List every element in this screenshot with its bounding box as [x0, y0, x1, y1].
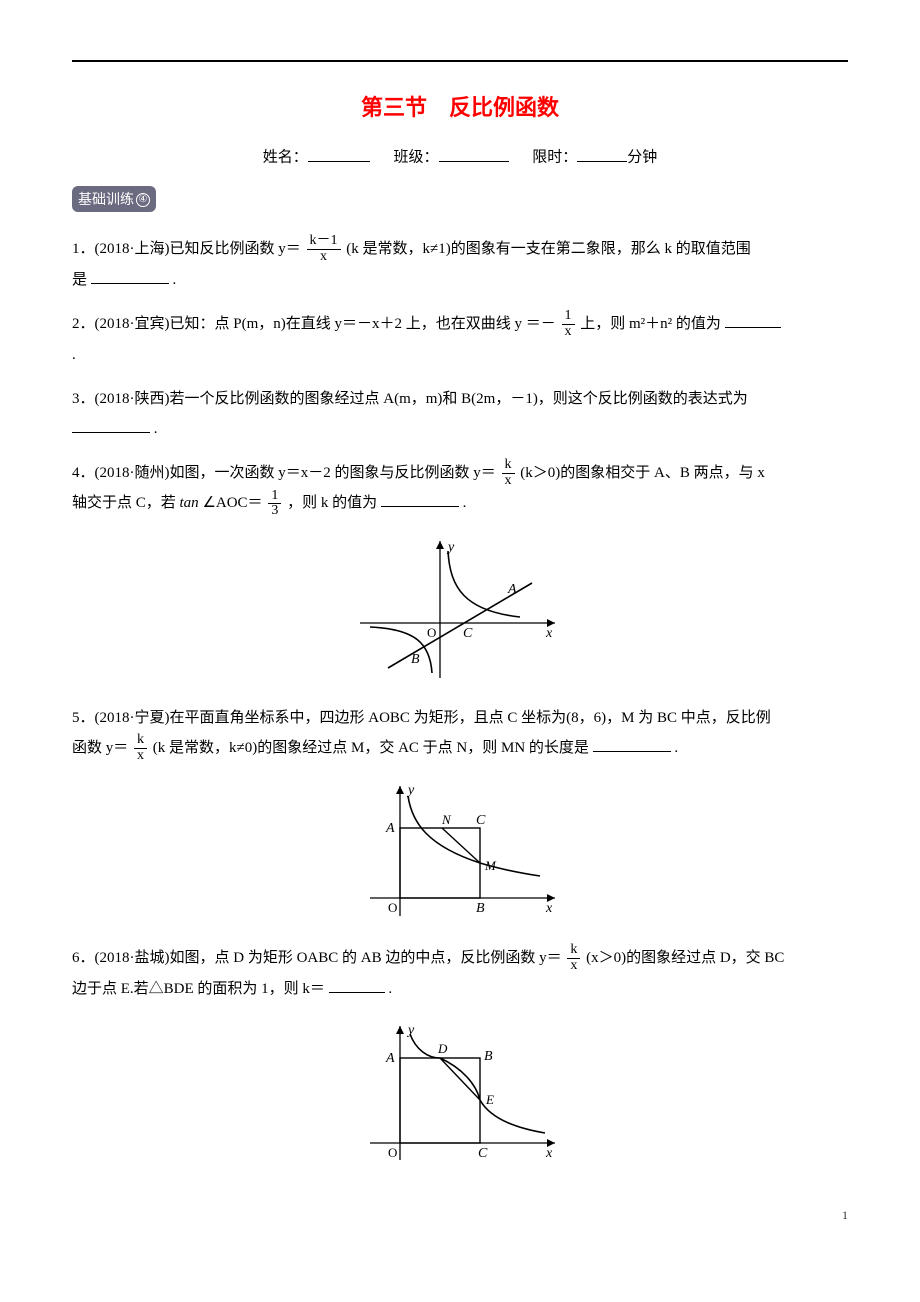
page-title: 第三节 反比例函数 [72, 90, 848, 125]
figure-6: A D B E C O x y [72, 1018, 848, 1176]
q1-b: (k 是常数，k≠1)的图象有一支在第二象限，那么 k 的取值范围 [346, 241, 750, 257]
q6-a: 6．(2018·盐城)如图，点 D 为矩形 OABC 的 AB 边的中点，反比例… [72, 950, 562, 966]
top-rule [72, 60, 848, 62]
q6-d: . [388, 981, 392, 997]
q4-d: ，则 k 的值为 [287, 495, 377, 511]
tag-badge: ④ [136, 193, 150, 207]
q6-c: 边于点 E.若△BDE 的面积为 1，则 k＝ [72, 981, 325, 997]
svg-text:O: O [427, 625, 436, 640]
time-blank[interactable] [577, 145, 627, 162]
class-blank[interactable] [439, 145, 509, 162]
question-2: 2．(2018·宜宾)已知：点 P(m，n)在直线 y＝－x＋2 上，也在双曲线… [72, 309, 848, 370]
q2-frac: 1 x [562, 309, 575, 339]
svg-text:E: E [485, 1092, 494, 1107]
svg-text:B: B [411, 652, 420, 667]
svg-text:x: x [545, 901, 553, 916]
question-5: 5．(2018·宁夏)在平面直角坐标系中，四边形 AOBC 为矩形，且点 C 坐… [72, 703, 848, 764]
q1-frac: k－1 x [307, 234, 341, 264]
q5-a: 5．(2018·宁夏)在平面直角坐标系中，四边形 AOBC 为矩形，且点 C 坐… [72, 710, 771, 726]
svg-text:A: A [385, 1051, 395, 1066]
q4-angle: ∠AOC＝ [202, 495, 262, 511]
question-3: 3．(2018·陕西)若一个反比例函数的图象经过点 A(m，m)和 B(2m，－… [72, 384, 848, 444]
svg-text:N: N [441, 812, 452, 827]
q4-tan: tan [180, 495, 199, 511]
q5-blank[interactable] [593, 736, 671, 753]
form-row: 姓名： 班级： 限时： 分钟 [72, 145, 848, 170]
svg-text:C: C [478, 1146, 488, 1161]
class-label: 班级： [393, 150, 438, 166]
q4-e: . [463, 495, 467, 511]
svg-text:x: x [545, 1146, 553, 1161]
name-label: 姓名： [263, 150, 308, 166]
time-label: 限时： [532, 150, 577, 166]
page-number: 1 [72, 1206, 848, 1225]
q1-a: 1．(2018·上海)已知反比例函数 y＝ [72, 241, 301, 257]
q2-b: 上，则 m²＋n² 的值为 [580, 316, 724, 332]
question-1: 1．(2018·上海)已知反比例函数 y＝ k－1 x (k 是常数，k≠1)的… [72, 234, 848, 295]
q6-b: (x＞0)的图象经过点 D，交 BC [586, 950, 784, 966]
q4-frac2: 1 3 [268, 489, 281, 519]
q4-a: 4．(2018·随州)如图，一次函数 y＝x－2 的图象与反比例函数 y＝ [72, 465, 496, 481]
svg-text:x: x [545, 626, 553, 641]
svg-text:y: y [446, 540, 455, 555]
q5-d: . [674, 740, 678, 756]
q4-b: (k＞0)的图象相交于 A、B 两点，与 x [520, 465, 765, 481]
q1-blank[interactable] [91, 267, 169, 284]
q3-blank[interactable] [72, 416, 150, 433]
q5-frac: k x [134, 733, 147, 763]
q2-c: . [72, 347, 76, 363]
q6-blank[interactable] [329, 976, 385, 993]
figure-5: A N C M B O x y [72, 778, 848, 931]
svg-text:C: C [476, 813, 486, 828]
q4-frac1: k x [502, 458, 515, 488]
q2-blank[interactable] [725, 311, 781, 328]
q2-a: 2．(2018·宜宾)已知：点 P(m，n)在直线 y＝－x＋2 上，也在双曲线… [72, 316, 556, 332]
q1-c: 是 [72, 272, 87, 288]
q1-d: . [173, 272, 177, 288]
q6-frac: k x [567, 943, 580, 973]
svg-text:y: y [406, 783, 415, 798]
q3-b: . [154, 421, 158, 437]
svg-text:B: B [476, 901, 485, 916]
svg-text:M: M [484, 858, 497, 873]
svg-text:C: C [463, 626, 473, 641]
question-4: 4．(2018·随州)如图，一次函数 y＝x－2 的图象与反比例函数 y＝ k … [72, 458, 848, 520]
section-tag: 基础训练④ [72, 186, 848, 222]
q5-b: 函数 y＝ [72, 740, 128, 756]
svg-text:O: O [388, 1145, 397, 1160]
svg-text:y: y [406, 1023, 415, 1038]
svg-text:D: D [437, 1041, 448, 1056]
name-blank[interactable] [308, 145, 370, 162]
time-unit: 分钟 [627, 150, 657, 166]
tag-label: 基础训练 [78, 191, 134, 207]
svg-text:A: A [507, 582, 517, 597]
q4-c: 轴交于点 C，若 [72, 495, 180, 511]
question-6: 6．(2018·盐城)如图，点 D 为矩形 OABC 的 AB 边的中点，反比例… [72, 943, 848, 1004]
q5-c: (k 是常数，k≠0)的图象经过点 M，交 AC 于点 N，则 MN 的长度是 [153, 740, 589, 756]
svg-text:B: B [484, 1049, 493, 1064]
q4-blank[interactable] [381, 491, 459, 508]
figure-4: A B O C x y [72, 533, 848, 691]
svg-text:A: A [385, 821, 395, 836]
q3-a: 3．(2018·陕西)若一个反比例函数的图象经过点 A(m，m)和 B(2m，－… [72, 391, 748, 407]
svg-text:O: O [388, 900, 397, 915]
